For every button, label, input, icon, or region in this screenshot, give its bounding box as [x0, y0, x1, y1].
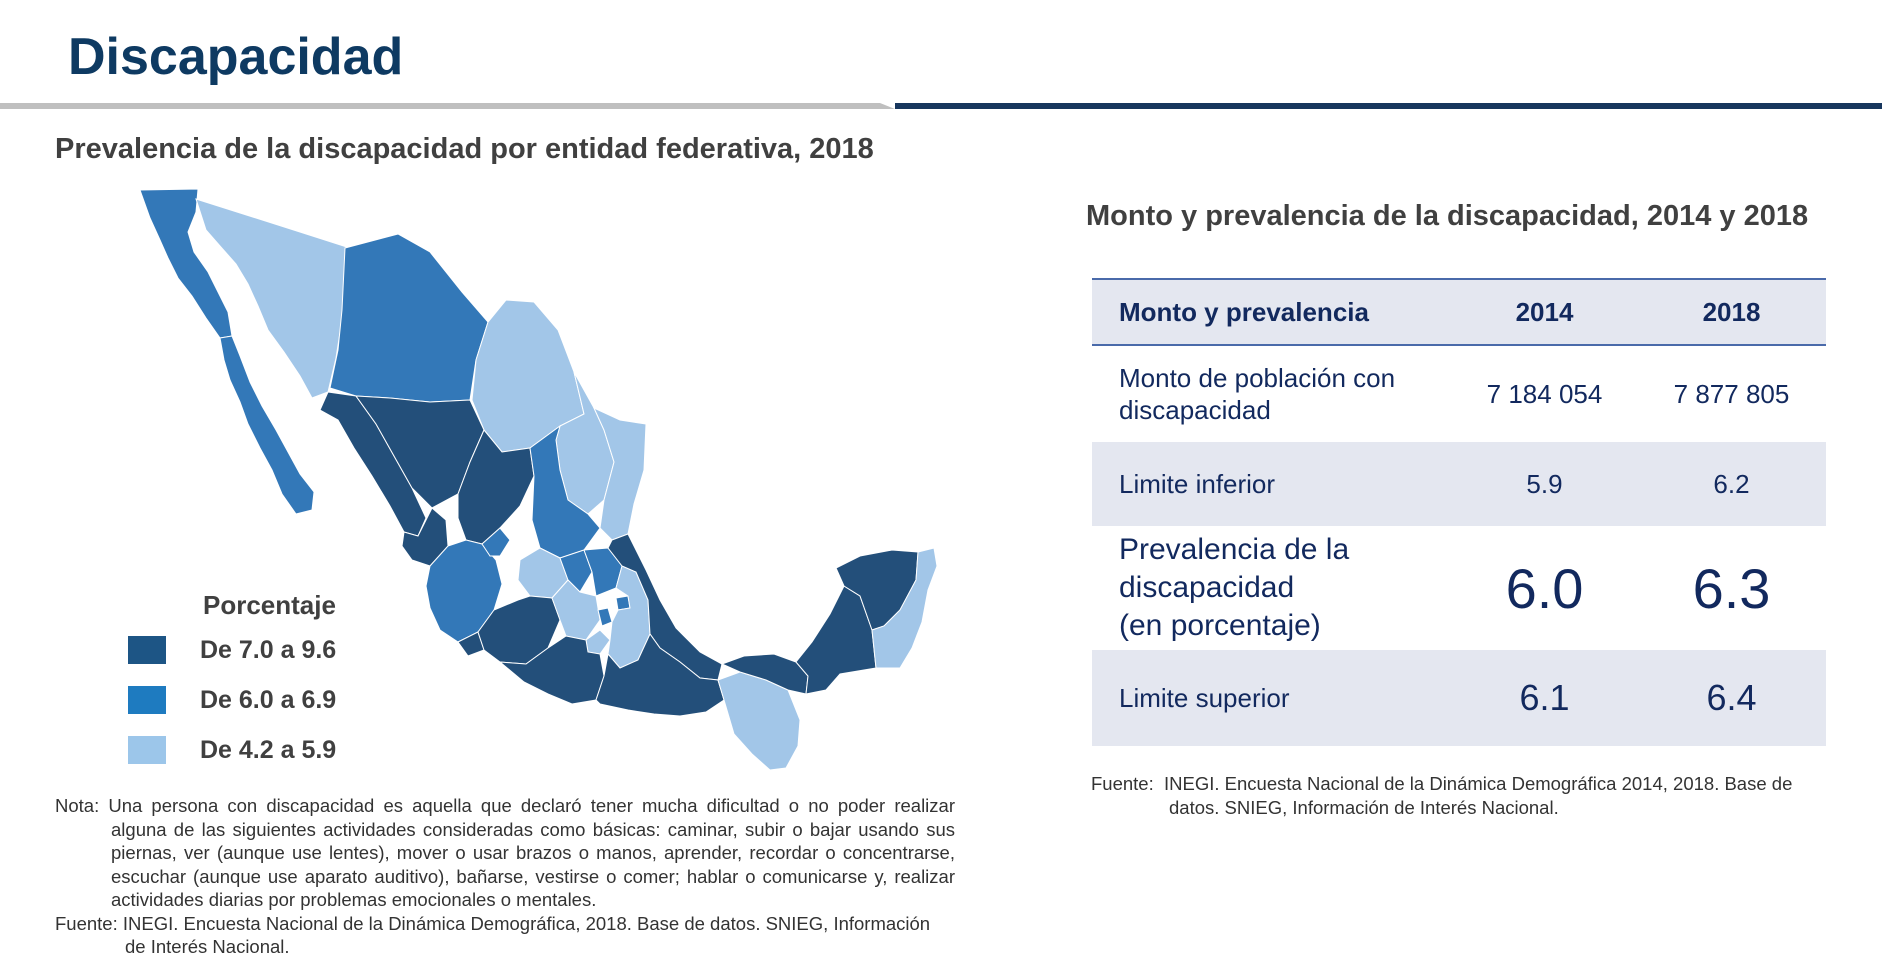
- legend-item-high: De 7.0 a 9.6: [128, 634, 336, 666]
- row-label-monto: Monto de población con discapacidad: [1119, 363, 1396, 425]
- row-label-prevalencia-line-2: discapacidad: [1119, 571, 1295, 604]
- state-zacatecas: [457, 429, 535, 545]
- map-note: Nota: Una persona con discapacidad es aq…: [55, 794, 955, 959]
- note-label: Nota:: [55, 795, 100, 816]
- state-chihuahua: [329, 233, 489, 403]
- table-section-title: Monto y prevalencia de la discapacidad, …: [1086, 200, 1809, 232]
- table-source-label: Fuente:: [1091, 773, 1154, 794]
- row-label-limite-superior: Limite superior: [1119, 682, 1290, 713]
- cell-limite-inferior-2014: 5.9: [1526, 468, 1563, 499]
- cell-limite-inferior-2018: 6.2: [1713, 468, 1750, 499]
- legend-label-high: De 7.0 a 9.6: [200, 635, 337, 664]
- cell-monto-2014: 7 184 054: [1486, 379, 1603, 409]
- state-queretaro: [559, 549, 593, 593]
- map-source-text: INEGI. Encuesta Nacional de la Dinámica …: [122, 912, 931, 958]
- state-aguascalientes: [481, 527, 511, 557]
- stats-table: Monto y prevalencia 2014 2018 Monto de p…: [1092, 278, 1826, 746]
- cell-prevalencia-2018: 6.3: [1692, 556, 1771, 620]
- map-source-label: Fuente:: [55, 912, 118, 934]
- note-text: Una persona con discapacidad es aquella …: [108, 795, 955, 910]
- page-title: Discapacidad: [68, 28, 404, 86]
- legend-label-medium: De 6.0 a 6.9: [200, 685, 337, 714]
- header-rule: [0, 103, 1882, 109]
- table-row-prevalencia: Prevalencia de la discapacidad (en porce…: [1092, 526, 1826, 650]
- note-paragraph: Nota: Una persona con discapacidad es aq…: [55, 794, 955, 912]
- row-label-prevalencia: Prevalencia de la discapacidad (en porce…: [1092, 531, 1452, 645]
- header-cell-2014: 2014: [1515, 296, 1574, 327]
- table-row-limite-superior: Limite superior 6.1 6.4: [1092, 650, 1826, 746]
- legend-swatch-high: [128, 636, 166, 664]
- state-cdmx: [597, 607, 613, 627]
- mexico-map-svg: [139, 188, 938, 771]
- state-quintana-roo: [871, 547, 938, 669]
- legend-title: Porcentaje: [203, 590, 336, 620]
- legend-item-medium: De 6.0 a 6.9: [128, 684, 336, 716]
- cell-prevalencia-2014: 6.0: [1505, 556, 1584, 620]
- cell-monto-2018: 7 877 805: [1673, 379, 1790, 409]
- state-baja-california-sur: [219, 335, 315, 515]
- table-source: Fuente: INEGI. Encuesta Nacional de la D…: [1091, 772, 1831, 820]
- table-row-monto: Monto de población con discapacidad 7 18…: [1092, 346, 1826, 442]
- state-san-luis-potosi: [529, 424, 601, 559]
- map-section-title: Prevalencia de la discapacidad por entid…: [55, 133, 874, 165]
- legend-swatch-medium: [128, 686, 166, 714]
- header-cell-concept: Monto y prevalencia: [1119, 296, 1369, 327]
- row-label-prevalencia-line-3: (en porcentaje): [1119, 609, 1321, 642]
- row-label-limite-inferior: Limite inferior: [1119, 468, 1276, 499]
- cell-limite-superior-2014: 6.1: [1519, 677, 1570, 718]
- legend-item-low: De 4.2 a 5.9: [128, 734, 336, 766]
- legend-label-low: De 4.2 a 5.9: [200, 735, 337, 764]
- header-cell-2018: 2018: [1702, 296, 1761, 327]
- state-guerrero: [498, 635, 605, 705]
- mexico-map: [130, 185, 950, 785]
- cell-limite-superior-2018: 6.4: [1706, 677, 1757, 718]
- table-source-text: INEGI. Encuesta Nacional de la Dinámica …: [1164, 773, 1793, 818]
- table-header-row: Monto y prevalencia 2014 2018: [1092, 278, 1826, 346]
- map-source-paragraph: Fuente: INEGI. Encuesta Nacional de la D…: [55, 912, 955, 959]
- row-label-prevalencia-line-1: Prevalencia de la: [1119, 533, 1350, 566]
- table-row-limite-inferior: Limite inferior 5.9 6.2: [1092, 442, 1826, 526]
- legend-swatch-low: [128, 736, 166, 764]
